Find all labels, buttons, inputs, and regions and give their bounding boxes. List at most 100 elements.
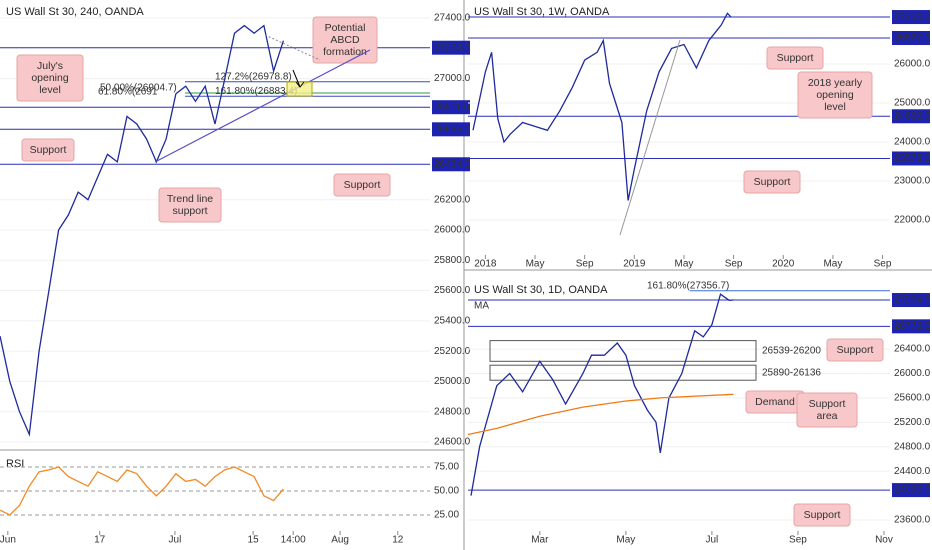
price-line: [0, 466, 284, 516]
legend-entry: MA: [474, 301, 489, 312]
level-box: [432, 122, 470, 137]
level-box: [892, 293, 930, 308]
y-tick-label: 24800.0: [434, 406, 471, 417]
callout: [743, 170, 801, 194]
y-tick-label: 22000.0: [894, 215, 931, 226]
x-tick-label: Sep: [725, 259, 743, 270]
callout: [797, 71, 873, 119]
callout-text: Support: [837, 344, 874, 356]
level-label: 23578.0: [894, 153, 931, 164]
x-tick-label: May: [823, 259, 842, 270]
level-label: 27204.0: [894, 295, 931, 306]
target-zone: [286, 81, 313, 97]
y-tick-label: 25600.0: [894, 393, 931, 404]
x-tick-label: May: [675, 259, 694, 270]
chart-title: US Wall St 30, 1D, OANDA: [474, 284, 608, 296]
x-tick-label: May: [616, 535, 635, 546]
level-box: [432, 157, 470, 172]
level-box: [892, 109, 930, 124]
level-label: 24090.0: [894, 485, 931, 496]
y-tick-label: 27000.0: [434, 73, 471, 84]
layer: US Wall St 30, 240, OANDA 24600.0 24800.0 2…: [0, 6, 931, 546]
level-label: 27204.0: [894, 12, 931, 23]
x-tick-label: Sep: [874, 259, 892, 270]
y-tick-label: 25200.0: [894, 417, 931, 428]
callout-text: Support: [804, 509, 841, 521]
arrow: [292, 69, 305, 88]
callout-text: Support: [344, 179, 381, 191]
x-tick-label: Aug: [331, 535, 349, 546]
y-tick-label: 26400.0: [894, 344, 931, 355]
callout-text: Potential ABCD formation: [323, 22, 367, 58]
callout-text: Support area: [809, 398, 846, 422]
fib-label: 61.80%(2691: [98, 87, 158, 98]
callout-text: Trend line support: [167, 193, 213, 217]
level-label: 27204.0: [434, 42, 471, 53]
y-tick-label: 23000.0: [894, 176, 931, 187]
y-tick-label: 23600.0: [894, 515, 931, 526]
level-box: [892, 483, 930, 498]
level-label: 26773.0: [894, 321, 931, 332]
x-tick-label: Sep: [789, 535, 807, 546]
callout-text: Support: [30, 144, 67, 156]
y-tick-label: 24600.0: [434, 437, 471, 448]
y-tick-label: 25200.0: [434, 346, 471, 357]
x-tick-label: May: [526, 259, 545, 270]
price-line: [472, 12, 732, 201]
y-tick-label: 27400.0: [434, 13, 471, 24]
level-box: [432, 40, 470, 55]
trend-line: [154, 49, 371, 163]
y-tick-label: 50.00: [434, 486, 459, 497]
level-box: [432, 100, 470, 115]
x-tick-label: 2020: [772, 259, 795, 270]
level-box: [892, 151, 930, 166]
x-tick-label: 12: [392, 535, 404, 546]
y-tick-label: 26000.0: [894, 368, 931, 379]
price-line: [0, 24, 285, 437]
callout-text: Support: [777, 52, 814, 64]
callout: [793, 503, 851, 527]
callout-text: 2018 yearly opening level: [808, 77, 863, 113]
y-tick-label: 24800.0: [894, 441, 931, 452]
level-box: [892, 319, 930, 334]
level-label: 26811.0: [434, 102, 470, 113]
y-tick-label: 26200.0: [434, 194, 471, 205]
callout: [158, 187, 222, 223]
chart-title: US Wall St 30, 1W, OANDA: [474, 6, 610, 18]
fib-label: 50.00%(26904.7): [100, 83, 177, 94]
chart-title: US Wall St 30, 240, OANDA: [6, 6, 144, 18]
callout-text: July's opening level: [31, 60, 69, 96]
y-tick-label: 25000.0: [894, 98, 931, 109]
x-tick-label: Nov: [875, 535, 893, 546]
x-tick-label: 2019: [623, 259, 646, 270]
zone-label: 26539-26200: [762, 346, 821, 357]
x-tick-label: Sep: [576, 259, 594, 270]
fib-label: 161.80%(27356.7): [647, 280, 729, 291]
callout: [826, 338, 884, 362]
x-tick-label: Jul: [706, 535, 719, 546]
y-tick-label: 26000.0: [894, 59, 931, 70]
x-tick-label: Mar: [531, 535, 549, 546]
callout: [796, 392, 858, 428]
fib-label: 161.80%(26883.4): [215, 86, 297, 97]
callout-text: Demand: [755, 396, 795, 408]
y-tick-label: 25000.0: [434, 376, 471, 387]
demand-zone: [489, 364, 757, 381]
demand-zone: [489, 340, 757, 362]
price-line: [467, 393, 734, 436]
x-tick-label: 14:00: [281, 535, 306, 546]
callout: [16, 54, 84, 102]
callout-text: Support: [754, 176, 791, 188]
x-tick-label: 17: [94, 535, 106, 546]
level-box: [892, 10, 930, 25]
y-tick-label: 26000.0: [434, 225, 471, 236]
level-label: 24660.0: [894, 111, 931, 122]
level-box: [892, 30, 930, 45]
level-label: 26667.0: [894, 33, 931, 44]
y-tick-label: 25400.0: [434, 315, 471, 326]
y-tick-label: 25.00: [434, 510, 459, 521]
y-tick-label: 75.00: [434, 462, 459, 473]
